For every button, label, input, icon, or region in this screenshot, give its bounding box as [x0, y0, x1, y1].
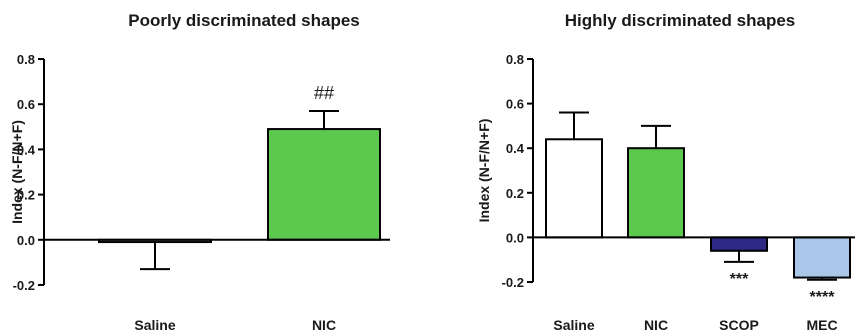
category-label: NIC: [644, 317, 668, 333]
chart-highly-discriminated: Highly discriminated shapes Index (N-F/N+…: [476, 11, 855, 333]
chart-title: Poorly discriminated shapes: [128, 11, 359, 30]
y-tick-label: 0.6: [17, 97, 35, 112]
bar-mec: [793, 236, 851, 279]
y-axis-label: Index (N-F/N+F): [476, 119, 492, 223]
bar-nic: [627, 147, 685, 239]
y-tick-label: 0.0: [17, 233, 35, 248]
category-label: Saline: [553, 317, 594, 333]
y-tick-label: 0.2: [506, 186, 524, 201]
bar-nic: [267, 128, 381, 241]
category-label: MEC: [806, 317, 837, 333]
y-tick-label: 0.6: [506, 97, 524, 112]
y-tick-label: 0.4: [506, 141, 525, 156]
y-tick-label: -0.2: [13, 278, 35, 293]
y-tick-label: 0.2: [17, 188, 35, 203]
chart-title: Highly discriminated shapes: [565, 11, 796, 30]
y-tick-label: 0.0: [506, 230, 524, 245]
category-label: NIC: [312, 317, 336, 333]
significance-annotation: ****: [810, 289, 836, 306]
category-label: SCOP: [719, 317, 759, 333]
chart-poorly-discriminated: Poorly discriminated shapes Index (N-F/N+…: [9, 11, 390, 333]
significance-annotation: ***: [730, 271, 749, 288]
y-tick-label: -0.2: [502, 275, 524, 290]
y-tick-label: 0.8: [506, 52, 524, 67]
significance-annotation: ##: [314, 83, 334, 103]
bar-scop: [710, 236, 768, 252]
category-label: Saline: [134, 317, 175, 333]
y-tick-label: 0.8: [17, 52, 35, 67]
y-axis-label: Index (N-F/N+F): [9, 120, 25, 224]
y-tick-label: 0.4: [17, 142, 36, 157]
bar-saline: [545, 138, 603, 239]
